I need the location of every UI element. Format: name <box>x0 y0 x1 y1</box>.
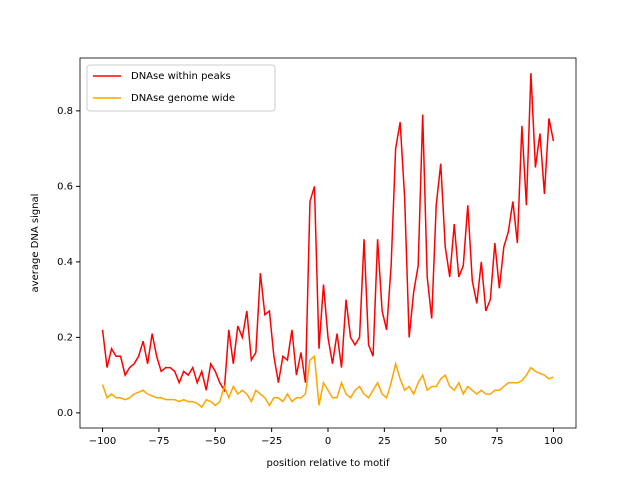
x-tick-label: 50 <box>434 436 447 447</box>
x-tick-label: −25 <box>261 436 282 447</box>
y-tick-label: 0.2 <box>57 332 73 343</box>
legend-label: DNAse within peaks <box>131 71 231 82</box>
y-tick-label: 0.4 <box>57 257 73 268</box>
x-tick-label: −75 <box>148 436 169 447</box>
legend-box <box>86 64 276 112</box>
axes-frame <box>79 57 577 429</box>
x-tick-label: 0 <box>325 436 331 447</box>
x-axis-label: position relative to motif <box>267 458 390 469</box>
x-tick-label: −100 <box>89 436 116 447</box>
data-line <box>101 354 554 409</box>
x-tick-label: 25 <box>378 436 391 447</box>
legend-label: DNAse genome wide <box>131 93 235 104</box>
y-tick-label: 0.0 <box>57 408 73 419</box>
x-tick-label: 75 <box>491 436 504 447</box>
y-tick-label: 0.8 <box>57 106 73 117</box>
x-tick-label: 100 <box>544 436 563 447</box>
y-tick-label: 0.6 <box>57 181 73 192</box>
y-axis-label: average DNA signal <box>30 194 41 293</box>
data-line <box>101 73 555 393</box>
x-tick-label: −50 <box>205 436 226 447</box>
